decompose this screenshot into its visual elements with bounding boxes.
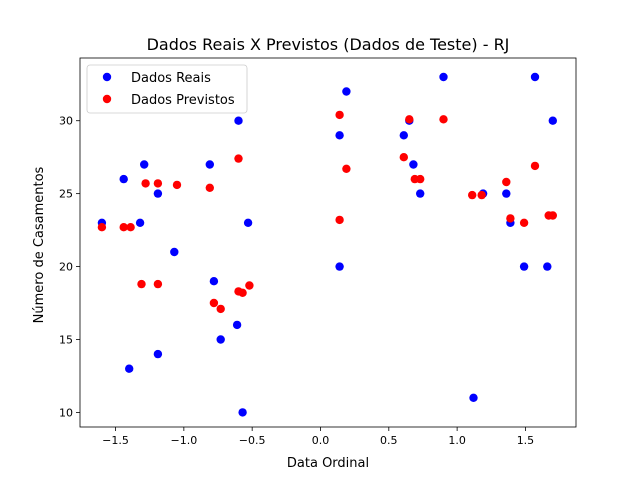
- real-point: [234, 116, 243, 125]
- predicted-point: [342, 164, 351, 173]
- chart-title: Dados Reais X Previstos (Dados de Teste)…: [147, 35, 510, 54]
- legend-marker-predicted: [102, 94, 112, 104]
- legend-marker-real: [102, 72, 112, 82]
- predicted-point: [126, 223, 135, 232]
- real-point: [119, 174, 128, 184]
- x-tick-label: −0.5: [239, 434, 266, 447]
- real-point: [243, 218, 253, 227]
- real-point: [342, 87, 351, 96]
- real-point: [439, 72, 448, 82]
- real-point: [205, 160, 214, 169]
- y-tick-label: 30: [59, 115, 73, 128]
- real-point: [125, 364, 134, 373]
- real-point: [153, 189, 163, 198]
- real-point: [409, 160, 418, 169]
- predicted-point: [119, 223, 128, 232]
- predicted-point: [153, 179, 163, 188]
- y-axis-label: Número de Casamentos: [32, 166, 47, 323]
- predicted-point: [97, 223, 107, 232]
- predicted-point: [172, 180, 182, 190]
- predicted-point: [399, 153, 408, 162]
- predicted-point: [238, 288, 247, 297]
- x-tick-label: 0.0: [312, 434, 330, 447]
- predicted-point: [245, 281, 254, 290]
- real-point: [232, 320, 242, 330]
- y-tick-label: 20: [59, 261, 73, 274]
- predicted-point: [335, 215, 344, 225]
- predicted-point: [416, 174, 425, 184]
- predicted-point: [468, 190, 477, 200]
- x-tick-label: 1.0: [448, 434, 466, 447]
- real-point: [502, 189, 511, 198]
- real-point: [238, 408, 247, 417]
- predicted-point: [548, 211, 557, 220]
- x-tick-label: −1.0: [170, 434, 197, 447]
- plot-area: −1.5 −1.0 −0.5 0.0 0.5 1.0 1.5 10 15 20 25 30 Dados …: [59, 57, 577, 447]
- legend-box: [86, 64, 248, 114]
- x-tick-label: 1.5: [517, 434, 535, 447]
- y-tick-label: 15: [59, 333, 73, 346]
- predicted-point: [530, 161, 540, 171]
- predicted-point: [153, 279, 163, 289]
- y-tick-label: 10: [59, 406, 73, 419]
- y-tick-label: 25: [59, 188, 73, 201]
- predicted-point: [506, 214, 515, 223]
- predicted-point: [234, 154, 243, 163]
- real-point: [548, 116, 557, 125]
- real-point: [543, 262, 552, 271]
- real-point: [469, 393, 478, 402]
- real-point: [216, 335, 225, 344]
- predicted-point: [216, 304, 225, 314]
- legend-label-real: Dados Reais: [131, 71, 211, 86]
- real-point: [335, 262, 344, 271]
- predicted-point: [137, 279, 146, 289]
- predicted-point: [405, 115, 414, 124]
- real-point: [416, 189, 425, 198]
- x-tick-label: −1.5: [102, 434, 129, 447]
- real-point: [170, 247, 179, 257]
- predicted-point: [477, 190, 486, 200]
- real-point: [135, 218, 145, 227]
- predicted-point: [439, 115, 448, 124]
- real-point: [530, 72, 540, 82]
- predicted-point: [502, 177, 511, 187]
- real-point: [153, 349, 163, 359]
- x-tick-label: 0.5: [380, 434, 398, 447]
- predicted-point: [141, 179, 150, 188]
- real-point: [140, 160, 149, 169]
- legend-label-predicted: Dados Previstos: [131, 93, 235, 108]
- real-point: [519, 262, 529, 271]
- predicted-point: [519, 218, 529, 227]
- predicted-point: [209, 298, 219, 308]
- real-point: [399, 131, 408, 140]
- real-point: [335, 131, 344, 140]
- x-axis-label: Data Ordinal: [287, 456, 369, 471]
- predicted-point: [205, 183, 214, 192]
- real-point: [209, 277, 219, 286]
- predicted-point: [335, 110, 344, 120]
- axes-frame: [79, 57, 577, 428]
